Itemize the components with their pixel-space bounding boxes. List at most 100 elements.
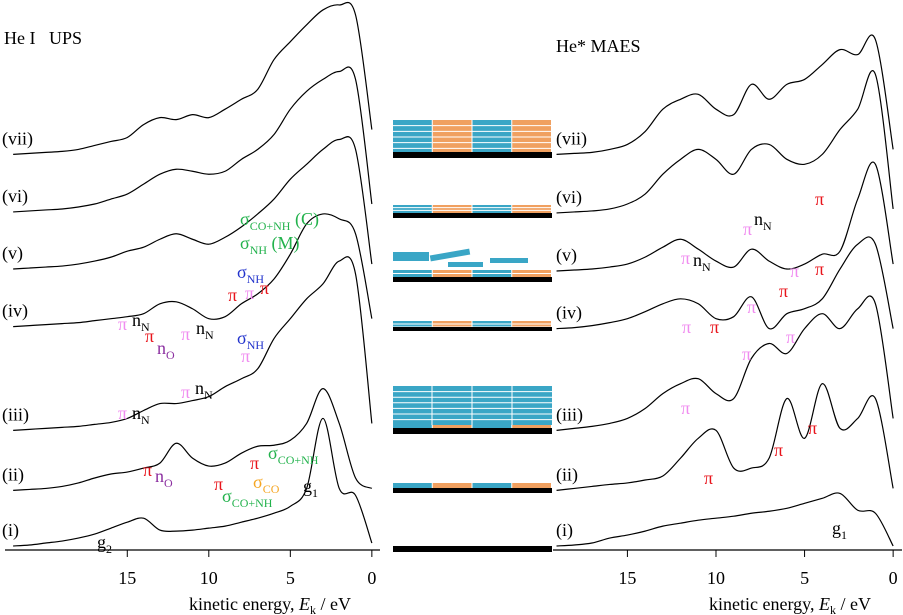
annotation: π (681, 398, 690, 418)
annotation-symbol: π (786, 327, 795, 347)
substrate (393, 213, 552, 218)
series-label: (vi) (2, 186, 28, 207)
x-axis-title-part: kinetic energy, (709, 594, 819, 614)
annotation: π (682, 317, 691, 337)
x-axis-title-part: k (310, 603, 316, 615)
molecule-block (512, 425, 551, 428)
annotation-symbol: π (118, 403, 127, 423)
annotation: π (779, 281, 788, 301)
annotation: nO (155, 466, 173, 490)
annotation: nO (157, 338, 175, 362)
annotation: σNH (237, 262, 264, 286)
annotation-subscript: CO+NH (250, 219, 291, 233)
annotation: π (118, 314, 127, 334)
molecule-block (432, 425, 472, 428)
x-tick-label: 10 (707, 568, 725, 588)
annotation-suffix: (C) (290, 209, 319, 230)
x-tick-label: 0 (367, 568, 376, 588)
annotation-symbol: π (779, 281, 788, 301)
series-label: (iii) (556, 404, 583, 425)
spectrum-line (556, 295, 894, 431)
x-axis-title-part: / eV (316, 594, 351, 614)
molecule-block (512, 205, 551, 213)
spectrum-line (13, 213, 373, 328)
annotation-symbol: π (228, 285, 237, 305)
annotation: π (808, 418, 817, 438)
x-axis-title: kinetic energy, Ek / eV (189, 594, 351, 615)
annotation-symbol: σ (237, 262, 247, 282)
annotation: π (228, 285, 237, 305)
annotation: π (143, 460, 152, 480)
series-label: (vi) (556, 187, 582, 208)
annotation: π (815, 259, 824, 279)
annotation-subscript: 1 (312, 486, 318, 500)
annotation-symbol: π (710, 317, 719, 337)
molecule-block (448, 262, 483, 267)
series-label: (ii) (556, 464, 578, 485)
series-label: (vii) (2, 128, 33, 149)
spectrum-line (13, 66, 373, 213)
molecule-block (472, 483, 512, 488)
annotation-symbol: π (181, 382, 190, 402)
series-label: (iv) (2, 301, 28, 322)
annotation: π (681, 248, 690, 268)
annotation-symbol: σ (240, 209, 250, 229)
molecule-block (512, 321, 551, 330)
molecule-block (490, 258, 528, 263)
annotation: π (145, 326, 154, 346)
annotation: π (245, 283, 254, 303)
annotation-symbol: π (704, 468, 713, 488)
series-label: (i) (2, 520, 19, 541)
annotation: π (747, 297, 756, 317)
annotation-symbol: π (790, 261, 799, 281)
annotation-symbol: π (742, 344, 751, 364)
x-tick-label: 15 (618, 568, 636, 588)
annotation-subscript: 1 (841, 528, 847, 542)
annotation: σNH (237, 328, 264, 352)
annotation: π (260, 278, 269, 298)
annotation-symbol: π (681, 398, 690, 418)
spectrum-line (556, 492, 894, 547)
annotation: σCO (253, 472, 280, 496)
annotation: π (710, 317, 719, 337)
annotation: nN (754, 209, 772, 233)
annotation: g1 (303, 476, 318, 500)
spectrum-line (556, 161, 894, 272)
annotation-symbol: π (260, 278, 269, 298)
molecule-block (432, 483, 472, 488)
annotation-subscript: NH (247, 338, 265, 352)
annotation-symbol: π (250, 453, 259, 473)
x-tick-label: 10 (200, 568, 218, 588)
annotation-subscript: N (204, 388, 213, 402)
annotation-subscript: 2 (106, 542, 112, 556)
substrate (393, 488, 552, 493)
annotation-symbol: n (155, 466, 164, 486)
annotation-subscript: N (141, 320, 150, 334)
panel-title: He I UPS (4, 28, 82, 48)
x-tick-label: 0 (889, 568, 898, 588)
annotation-symbol: g (832, 518, 841, 538)
film-illustrations (393, 120, 552, 552)
annotation-symbol: σ (240, 233, 250, 253)
molecule-block (393, 321, 432, 330)
substrate (393, 152, 552, 158)
annotation-symbol: π (743, 219, 752, 239)
x-axis-title-part: / eV (836, 594, 871, 614)
molecule-block (432, 205, 472, 213)
molecule-block (393, 483, 432, 488)
annotation: nN (132, 403, 150, 427)
annotation-subscript: CO+NH (232, 496, 273, 510)
x-tick-label: 15 (118, 568, 136, 588)
annotation: π (743, 219, 752, 239)
annotation: π (181, 382, 190, 402)
spectrum-line (13, 1, 373, 155)
annotation-subscript: NH (247, 272, 265, 286)
annotation: π (774, 440, 783, 460)
annotation-symbol: σ (268, 443, 278, 463)
series-label: (v) (556, 245, 577, 266)
x-axis-title-part: E (818, 594, 830, 614)
annotation-symbol: n (132, 403, 141, 423)
molecule-block (512, 483, 551, 488)
annotation-symbol: g (97, 532, 106, 552)
